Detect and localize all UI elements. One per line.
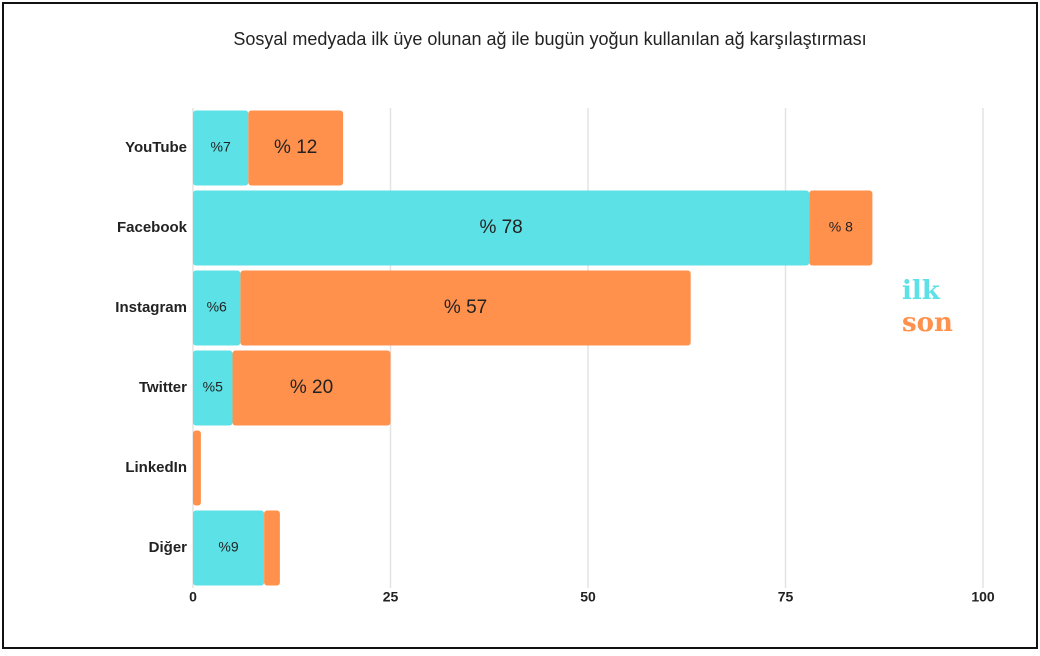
x-tick-label: 50 (580, 589, 596, 605)
bar-segment (193, 430, 201, 506)
bar-segment (193, 510, 265, 586)
bar-segment (193, 270, 241, 346)
bar-segment (248, 110, 344, 186)
value-label: %7 (211, 139, 231, 155)
bar-segment (193, 110, 249, 186)
value-label: %5 (203, 379, 223, 395)
chart-title: Sosyal medyada ilk üye olunan ağ ile bug… (233, 29, 867, 49)
bar-segment (264, 510, 280, 586)
x-tick-label: 75 (778, 589, 794, 605)
bar-segment (809, 190, 873, 266)
value-label: % 12 (274, 137, 317, 158)
y-tick-label: LinkedIn (125, 459, 187, 476)
value-label: % 8 (829, 219, 853, 235)
legend-entry: son (902, 308, 953, 338)
y-tick-label: YouTube (125, 139, 187, 156)
value-label: % 20 (290, 377, 333, 398)
x-tick-label: 100 (971, 589, 995, 605)
legend-entry: ilk (902, 276, 941, 306)
bar-segment (240, 270, 691, 346)
y-tick-label: Instagram (115, 299, 187, 316)
y-tick-label: Twitter (139, 379, 187, 396)
value-label: % 78 (479, 217, 522, 238)
y-tick-label: Facebook (117, 219, 188, 236)
bar-segment (193, 190, 810, 266)
value-label: %6 (207, 299, 227, 315)
bar-segment (193, 350, 233, 426)
y-tick-label: Diğer (149, 539, 188, 556)
bar-segment (232, 350, 391, 426)
value-label: %9 (218, 539, 238, 555)
x-tick-label: 25 (383, 589, 399, 605)
x-tick-label: 0 (189, 589, 197, 605)
value-label: % 57 (444, 297, 487, 318)
